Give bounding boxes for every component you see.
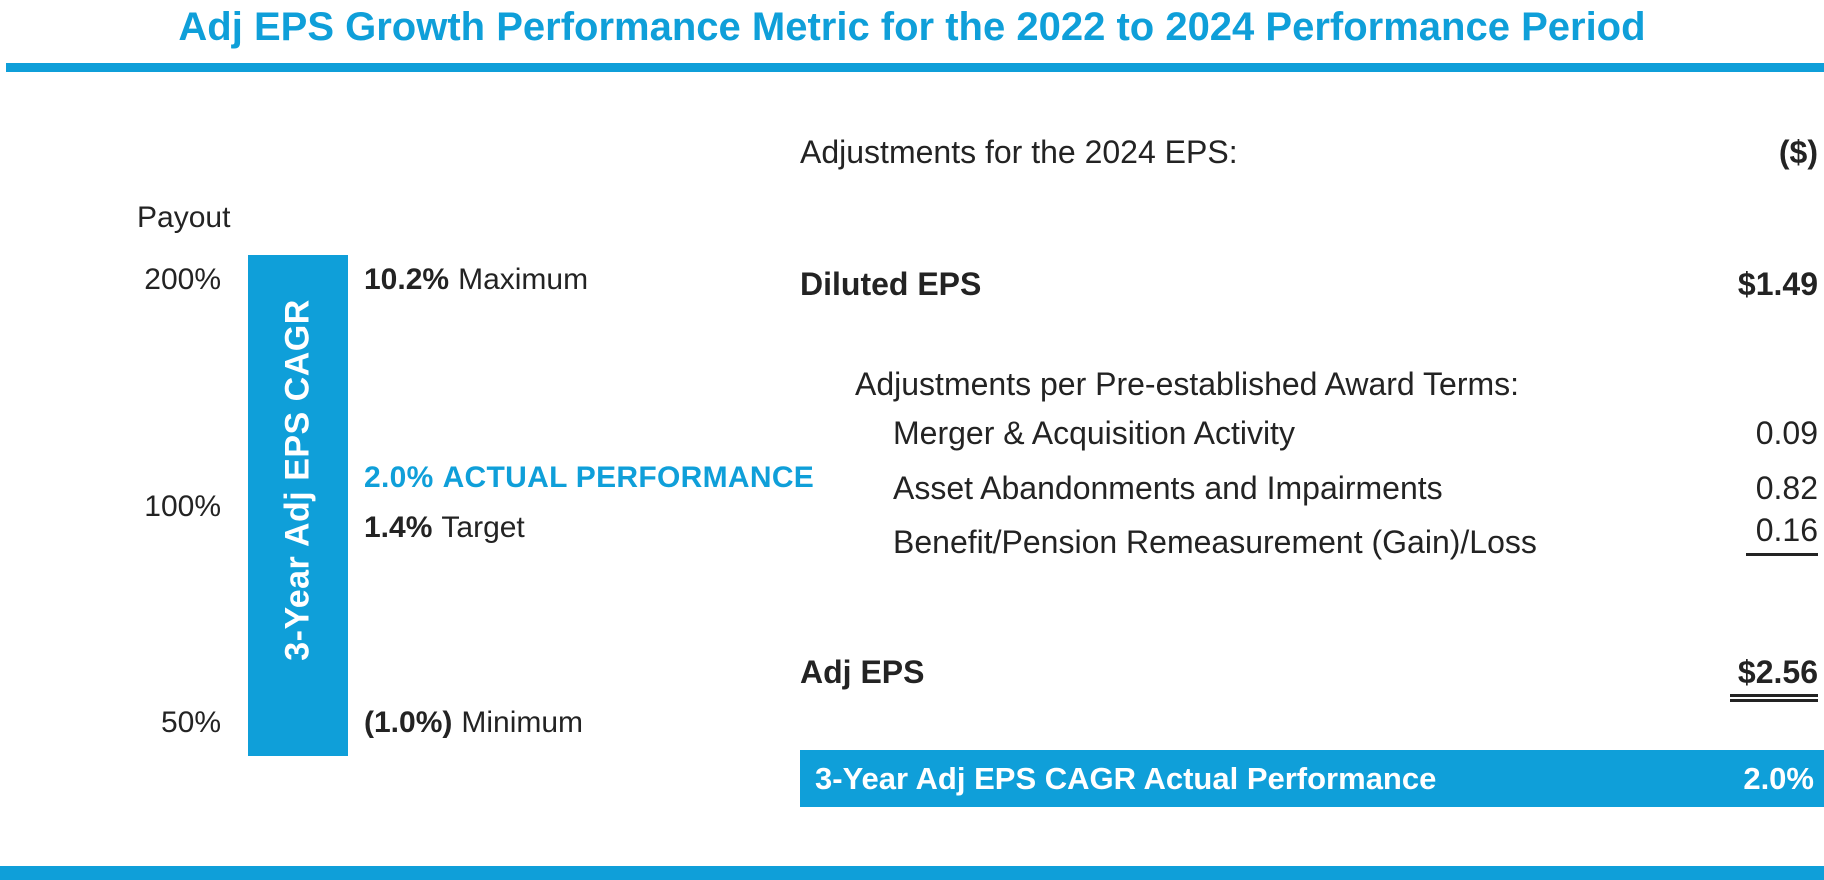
banner-value: 2.0% (1743, 760, 1814, 796)
table-row-merger-acquisition: Merger & Acquisition Activity 0.09 (800, 413, 1818, 453)
table-row-asset-abandonments: Asset Abandonments and Impairments 0.82 (800, 468, 1818, 508)
target-label: Target (441, 511, 525, 544)
actual-performance-banner: 3-Year Adj EPS CAGR Actual Performance 2… (800, 750, 1824, 807)
table-row-adj-eps: Adj EPS $2.56 (800, 652, 1818, 702)
table-header-row: Adjustments for the 2024 EPS: ($) (800, 132, 1818, 172)
actual-performance-annotation: 2.0% ACTUAL PERFORMANCE (364, 459, 814, 497)
minimum-value: (1.0%) (364, 706, 453, 739)
payout-tick-100: 100% (144, 490, 221, 523)
row-label: Benefit/Pension Remeasurement (Gain)/Los… (893, 524, 1537, 560)
row-value: 0.09 (1755, 415, 1818, 451)
bottom-divider-rule (0, 866, 1824, 880)
row-value: 0.82 (1755, 470, 1818, 506)
row-label: Adjustments per Pre-established Award Te… (855, 366, 1520, 402)
minimum-annotation: (1.0%) Minimum (364, 704, 583, 742)
target-annotation: 1.4% Target (364, 509, 525, 547)
row-value: $1.49 (1737, 266, 1818, 302)
table-header-label: Adjustments for the 2024 EPS: (800, 134, 1238, 170)
actual-label: ACTUAL PERFORMANCE (442, 461, 815, 494)
payout-tick-50: 50% (160, 706, 221, 739)
row-label: Adj EPS (800, 654, 925, 690)
table-row-award-terms: Adjustments per Pre-established Award Te… (800, 364, 1818, 404)
row-label: Asset Abandonments and Impairments (893, 470, 1443, 506)
minimum-label: Minimum (461, 706, 584, 739)
table-header-unit: ($) (1778, 134, 1818, 170)
maximum-label: Maximum (458, 263, 589, 296)
cagr-scale-bar-label: 3-Year Adj EPS CAGR (278, 299, 317, 661)
row-label: Merger & Acquisition Activity (893, 415, 1295, 451)
page-title: Adj EPS Growth Performance Metric for th… (178, 5, 1646, 49)
top-divider-rule (6, 63, 1824, 72)
payout-axis-label: Payout (137, 201, 231, 234)
row-value-double-underlined: $2.56 (1730, 652, 1818, 702)
payout-tick-200: 200% (144, 263, 221, 296)
row-value-underlined: 0.16 (1746, 510, 1818, 556)
row-label: Diluted EPS (800, 266, 982, 302)
target-value: 1.4% (364, 511, 433, 544)
maximum-annotation: 10.2% Maximum (364, 261, 588, 299)
banner-label: 3-Year Adj EPS CAGR Actual Performance (815, 760, 1437, 796)
table-row-benefit-pension: Benefit/Pension Remeasurement (Gain)/Los… (800, 512, 1818, 568)
cagr-scale-bar (248, 255, 348, 756)
actual-value: 2.0% (364, 461, 434, 494)
table-row-diluted-eps: Diluted EPS $1.49 (800, 264, 1818, 304)
maximum-value: 10.2% (364, 263, 450, 296)
